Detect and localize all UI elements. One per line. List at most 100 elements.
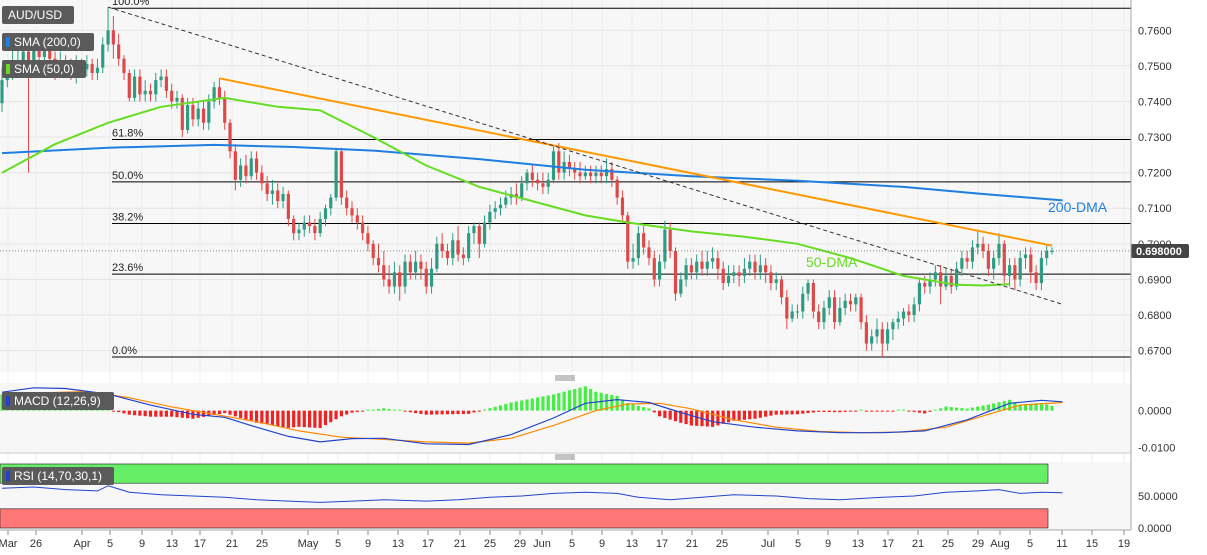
macd-histogram-bar — [997, 402, 1001, 411]
macd-histogram-bar — [180, 410, 184, 418]
time-tick-label: 9 — [599, 538, 605, 550]
candle-bear — [673, 250, 678, 294]
macd-histogram-bar — [1029, 403, 1033, 411]
macd-main-line — [1, 387, 1063, 446]
candle-bear — [233, 151, 237, 180]
time-tick-label: 19 — [1118, 538, 1130, 550]
candle-bull — [281, 194, 285, 202]
macd-histogram-bar — [742, 410, 747, 420]
candle-bear — [514, 194, 518, 198]
macd-histogram-bar — [323, 410, 328, 426]
dma50-line — [1, 96, 1010, 287]
time-tick-label: Mar — [0, 538, 18, 550]
panel-splitter-1[interactable] — [555, 375, 575, 381]
candle-bull — [954, 268, 959, 287]
candle-bull — [1018, 258, 1022, 280]
candle-bear — [148, 90, 153, 95]
macd-histogram-bar — [249, 410, 253, 422]
candle-bull — [525, 172, 529, 184]
macd-histogram-bar — [482, 409, 487, 411]
macd-histogram-bar — [652, 410, 656, 413]
candle-bull — [997, 243, 1001, 259]
macd-histogram-bar — [254, 410, 259, 423]
macd-histogram-bar — [976, 406, 980, 411]
macd-histogram-bar — [610, 394, 614, 411]
candle-bull — [742, 268, 747, 276]
price-tick-label: 0.7600 — [1138, 25, 1172, 37]
time-tick-label: 5 — [1027, 538, 1033, 550]
price-panel-bg — [0, 0, 1131, 372]
macd-histogram-bar — [477, 410, 481, 412]
dma200-annotation: 200-DMA — [1048, 199, 1108, 215]
candle-bull — [822, 307, 826, 323]
macd-histogram-bar — [170, 410, 174, 417]
candle-bear — [254, 158, 259, 173]
fib-label: 0.0% — [112, 345, 137, 357]
candle-bull — [159, 76, 163, 81]
macd-histogram-bar — [912, 410, 916, 412]
fib-label: 50.0% — [112, 170, 143, 182]
candle-bull — [886, 329, 890, 344]
time-tick-label: 17 — [194, 538, 206, 550]
rsi-overbought-zone — [0, 463, 1049, 484]
macd-histogram-bar — [769, 410, 773, 416]
candle-bear — [923, 283, 927, 287]
macd-histogram-bar — [493, 406, 497, 411]
candle-bear — [350, 208, 354, 216]
candle-bear — [361, 222, 365, 234]
fib-label: 23.6% — [112, 262, 143, 274]
price-tick-label: 0.6700 — [1138, 346, 1172, 358]
rsi-label: RSI (14,70,30,1) — [14, 469, 102, 483]
candle-bull — [493, 208, 497, 212]
macd-histogram-bar — [307, 410, 312, 428]
macd-histogram-bar — [212, 410, 216, 415]
macd-histogram-bar — [286, 410, 290, 428]
candle-bear — [376, 258, 381, 266]
macd-histogram-bar — [525, 399, 529, 411]
macd-histogram-bar — [244, 410, 248, 420]
macd-histogram-bar — [870, 410, 874, 412]
time-tick-label: 25 — [942, 538, 954, 550]
last-price-label: 0.698000 — [1136, 246, 1182, 258]
panel-splitter-2[interactable] — [555, 454, 575, 460]
candle-bull — [212, 87, 216, 102]
time-tick-label: Apr — [73, 538, 90, 550]
macd-histogram-bar — [917, 410, 922, 413]
candle-bull — [239, 165, 243, 180]
macd-histogram-bar — [822, 410, 826, 412]
sma50-label: SMA (50,0) — [14, 62, 74, 76]
time-tick-label: 9 — [825, 538, 831, 550]
legend-symbol[interactable]: AUD/USD — [2, 6, 74, 24]
candle-bear — [737, 272, 741, 276]
macd-histogram-bar — [774, 410, 778, 415]
candle-bear — [339, 151, 343, 198]
candle-bull — [891, 322, 895, 330]
macd-axis: 0.0000 -0.0100 — [0, 406, 1175, 454]
price-tick-label: 0.7300 — [1138, 132, 1172, 144]
candle-bear — [164, 76, 168, 91]
rsi-main-line — [1, 485, 1063, 503]
macd-histogram-bar — [838, 410, 842, 413]
time-tick-label: 25 — [256, 538, 268, 550]
candle-bear — [811, 283, 815, 312]
candle-bull — [488, 211, 492, 223]
legend-rsi[interactable]: RSI (14,70,30,1) — [2, 467, 114, 485]
legend-sma50[interactable]: SMA (50,0) — [2, 60, 86, 78]
macd-histogram-bar — [520, 400, 524, 411]
macd-histogram-bar — [117, 410, 121, 413]
candle-bull — [679, 279, 683, 294]
macd-histogram-bar — [716, 410, 720, 426]
candle-bear — [265, 183, 269, 195]
price-tick-label: 0.6800 — [1138, 310, 1172, 322]
macd-histogram-bar — [758, 410, 762, 418]
macd-histogram-bar — [339, 410, 343, 417]
candle-bull — [551, 151, 556, 180]
macd-label: MACD (12,26,9) — [14, 394, 101, 408]
legend-sma200[interactable]: SMA (200,0) — [2, 33, 94, 51]
time-tick-label: 17 — [882, 538, 894, 550]
macd-histogram-bar — [313, 410, 317, 428]
candle-bull — [101, 44, 105, 68]
candle-bull — [806, 283, 810, 294]
macd-histogram-bar — [901, 409, 906, 411]
legend-macd[interactable]: MACD (12,26,9) — [2, 392, 114, 410]
